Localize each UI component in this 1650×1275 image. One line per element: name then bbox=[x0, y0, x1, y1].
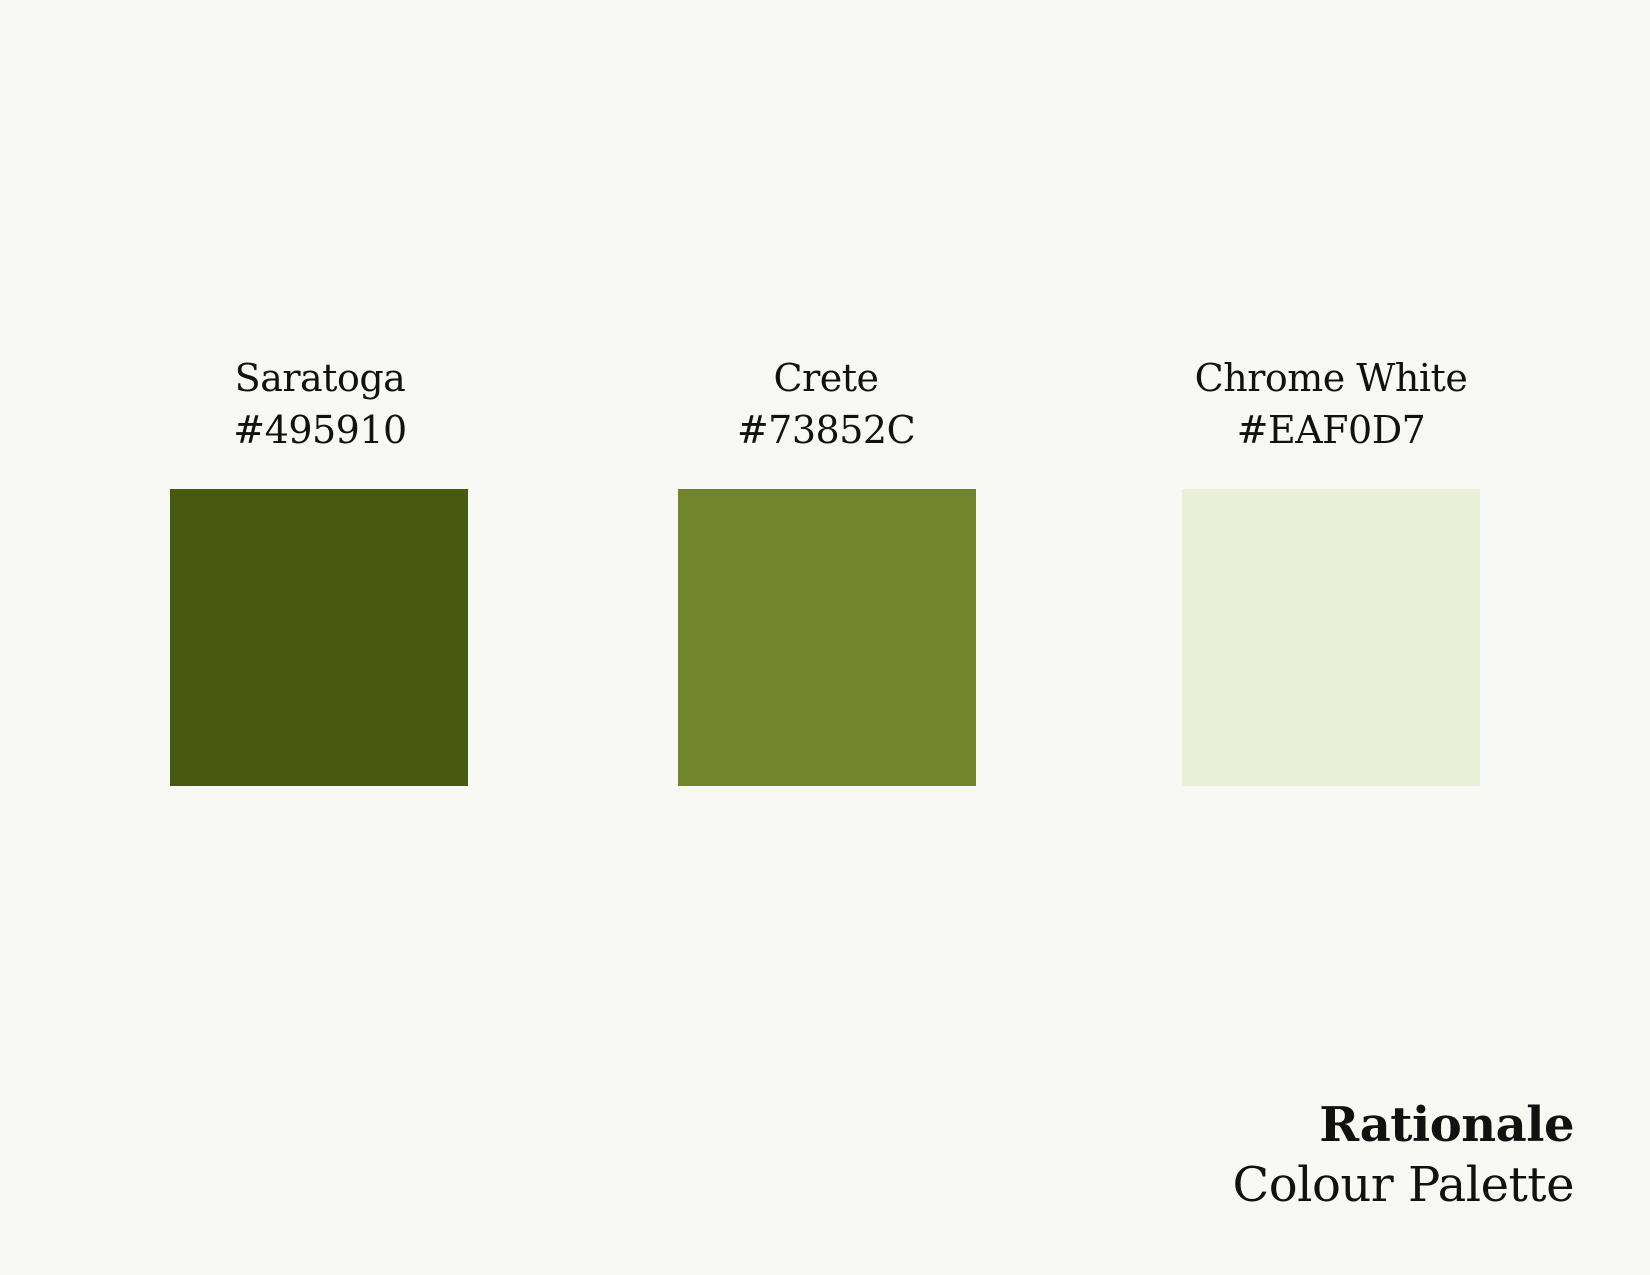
swatch-label-saratoga: Saratoga #495910 bbox=[130, 352, 510, 456]
color-swatch-crete bbox=[678, 489, 976, 786]
swatch-hex-code: #73852C bbox=[636, 404, 1016, 456]
swatch-name: Crete bbox=[636, 352, 1016, 404]
page-title: Rationale Colour Palette bbox=[1233, 1095, 1575, 1215]
swatch-hex-code: #EAF0D7 bbox=[1141, 404, 1521, 456]
title-rationale: Rationale bbox=[1233, 1095, 1575, 1155]
color-swatch-saratoga bbox=[170, 489, 468, 786]
color-swatch-chrome-white bbox=[1182, 489, 1480, 786]
swatch-label-crete: Crete #73852C bbox=[636, 352, 1016, 456]
subtitle-colour-palette: Colour Palette bbox=[1233, 1155, 1575, 1215]
swatch-label-chrome-white: Chrome White #EAF0D7 bbox=[1141, 352, 1521, 456]
swatch-name: Chrome White bbox=[1141, 352, 1521, 404]
swatch-name: Saratoga bbox=[130, 352, 510, 404]
swatch-hex-code: #495910 bbox=[130, 404, 510, 456]
